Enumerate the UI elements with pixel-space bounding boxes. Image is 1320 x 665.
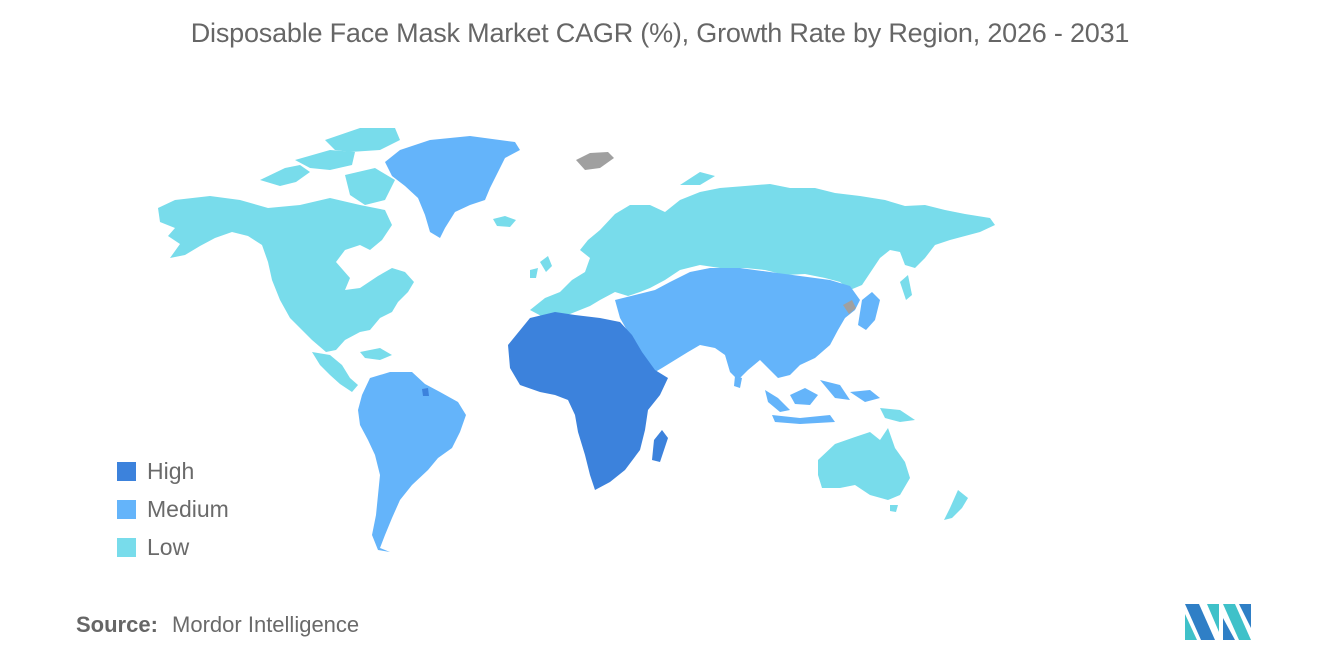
legend-item-low: Low	[117, 528, 229, 566]
region-asia	[615, 268, 880, 424]
region-south-america	[358, 372, 466, 552]
legend-item-medium: Medium	[117, 490, 229, 528]
legend-label-high: High	[147, 457, 195, 484]
region-europe-russia	[530, 172, 995, 318]
region-africa	[508, 312, 668, 490]
source-value: Mordor Intelligence	[172, 612, 360, 637]
legend-label-low: Low	[147, 533, 190, 560]
source-line: Source: Mordor Intelligence	[76, 612, 359, 638]
legend-label-medium: Medium	[147, 495, 229, 522]
region-oceania	[818, 408, 968, 520]
region-french-guiana	[422, 388, 429, 396]
region-north-america	[158, 128, 414, 392]
chart-title: Disposable Face Mask Market CAGR (%), Gr…	[190, 18, 1130, 48]
legend: High Medium Low	[117, 452, 229, 566]
mordor-intelligence-logo-icon	[1185, 604, 1251, 640]
legend-swatch-medium	[117, 499, 136, 519]
region-north-korea	[843, 300, 856, 314]
region-greenland	[385, 136, 520, 238]
source-label: Source:	[76, 612, 158, 637]
region-svalbard	[576, 152, 614, 170]
region-iceland	[493, 216, 516, 227]
legend-swatch-high	[117, 461, 136, 481]
legend-swatch-low	[117, 537, 136, 557]
legend-item-high: High	[117, 452, 229, 490]
